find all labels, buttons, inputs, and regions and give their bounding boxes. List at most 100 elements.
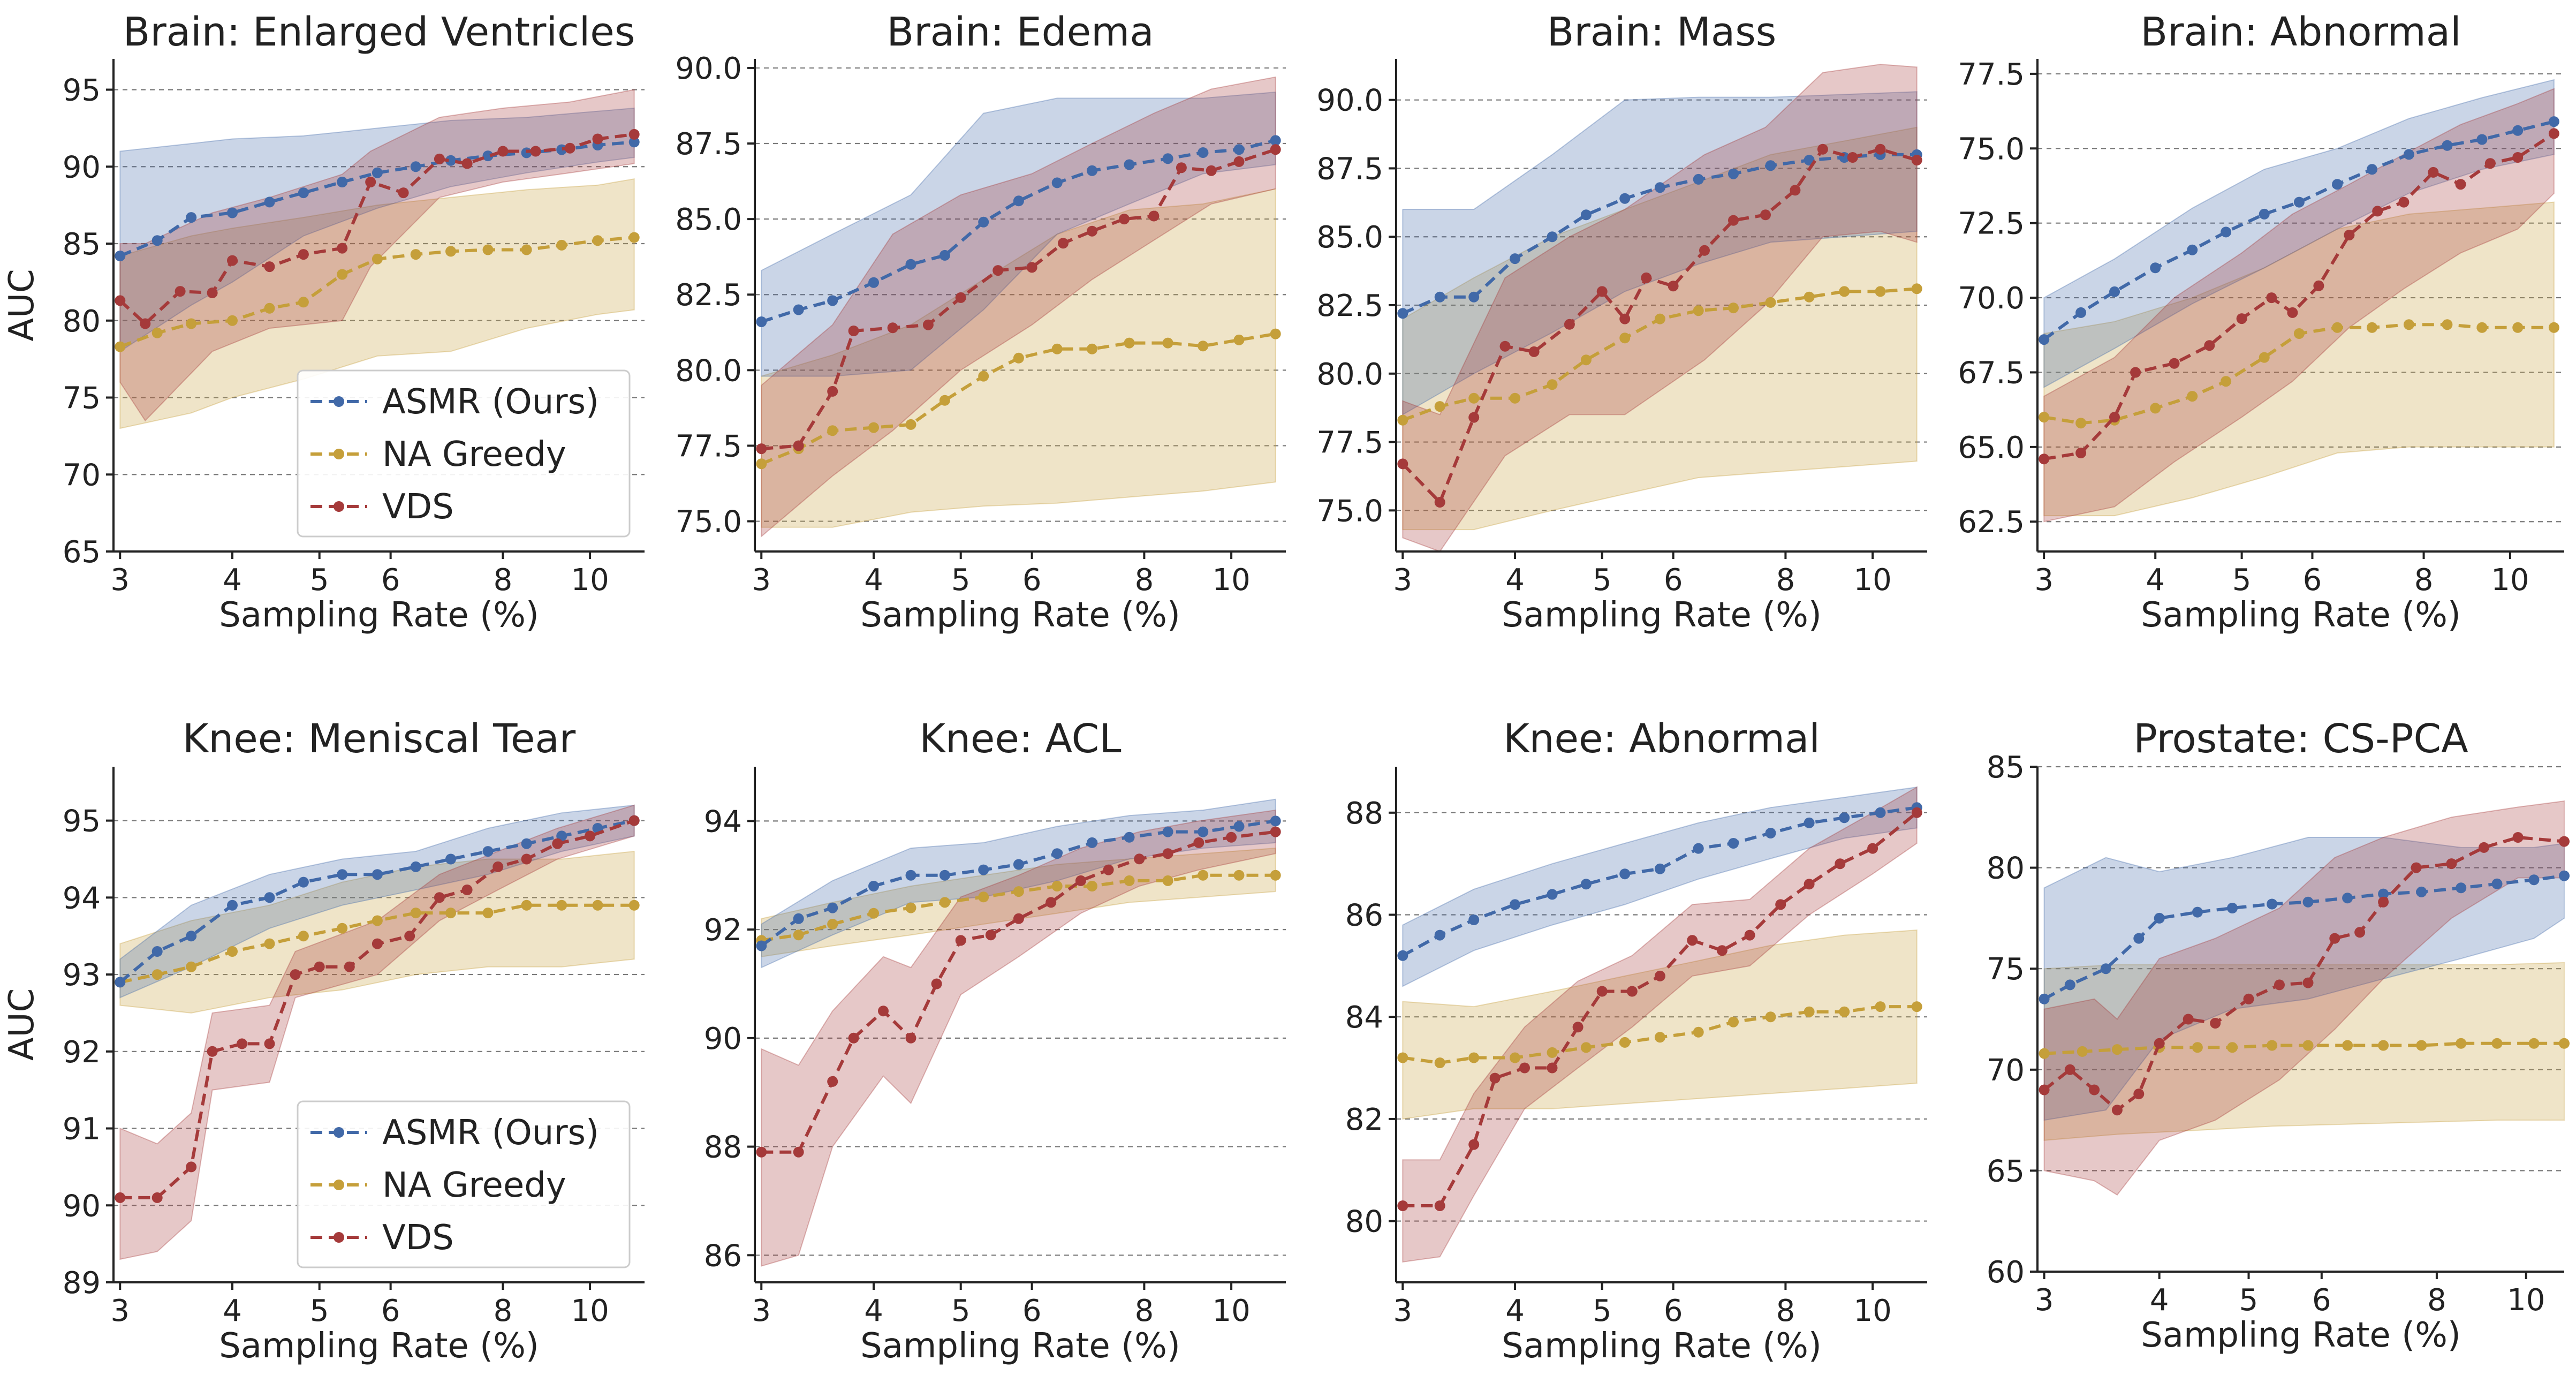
data-point [445,246,456,257]
legend-marker [334,501,344,512]
confidence-band [1402,929,1918,1120]
data-point [2267,898,2278,910]
series-line [2043,874,2565,1001]
data-point [2528,1038,2540,1049]
data-point [1087,343,1097,354]
confidence-band [119,804,635,1260]
data-point [404,931,415,942]
data-point [1626,986,1638,997]
data-point [2039,1084,2050,1095]
data-point [1058,238,1069,249]
data-point [2109,286,2120,297]
data-point [372,869,383,880]
chart-title: Brain: Enlarged Ventricles [123,9,635,55]
y-tick-label: 95 [63,73,101,108]
data-point [298,931,309,942]
confidence-band [2043,962,2565,1141]
data-point [1839,286,1850,297]
data-point [585,830,596,842]
x-axis-label: Sampling Rate (%) [2141,1316,2461,1355]
data-point [1572,1022,1584,1033]
y-tick-label: 70.0 [1958,281,2025,316]
x-axis-label: Sampling Rate (%) [860,595,1180,635]
x-tick-label: 5 [310,1294,329,1328]
data-point [1847,152,1858,163]
data-point [337,243,348,254]
data-point [298,876,309,888]
data-point [1162,848,1173,859]
x-axis-label: Sampling Rate (%) [860,1326,1180,1366]
y-tick-label: 75.0 [1958,132,2025,167]
data-point [1867,843,1878,854]
data-point [1468,915,1480,925]
data-point [1434,929,1445,941]
data-point [1547,231,1558,243]
x-tick-label: 6 [2312,1283,2331,1318]
data-point [1519,1062,1530,1074]
data-point [1489,1072,1501,1084]
x-tick-label: 10 [1853,563,1891,598]
chart-panel-5: 89 90 91 92 93 94 95 3 4 5 6 8 10 Knee: Meniscal Tear… [2,716,645,1366]
y-tick-label: 90.0 [675,51,742,86]
data-point [186,212,197,223]
data-point [237,1038,247,1049]
data-point [1911,1001,1922,1012]
data-point [1641,272,1652,283]
data-point [1198,870,1209,881]
y-tick-label: 87.5 [1316,152,1383,186]
data-point [1654,1032,1665,1043]
legend-label: VDS [382,1218,454,1258]
data-point [2039,1048,2050,1059]
data-point [793,1146,804,1158]
data-point [1087,837,1097,848]
data-point [1397,1200,1408,1211]
data-point [2111,1105,2123,1116]
x-tick-label: 4 [1505,563,1525,598]
data-point [1911,155,1922,166]
data-point [1270,826,1281,837]
data-point [115,295,126,306]
data-point [1468,1139,1480,1150]
data-point [2077,1046,2088,1057]
legend-label: ASMR (Ours) [382,1113,599,1153]
y-tick-label: 75 [1987,952,2025,987]
legend: ASMR (Ours) NA Greedy VDS [297,369,631,538]
data-point [1124,337,1135,349]
data-point [1270,815,1281,827]
y-tick-label: 60 [1987,1255,2025,1290]
data-point [2456,882,2467,894]
data-point [2479,842,2489,853]
data-point [175,286,186,297]
data-point [140,318,151,329]
series-line [120,819,635,1199]
data-point [2342,1040,2353,1051]
data-point [2267,1040,2278,1051]
data-point [931,978,942,989]
x-tick-label: 3 [752,1294,771,1328]
data-point [827,425,838,436]
data-point [1654,863,1665,874]
data-point [1087,165,1097,176]
data-point [978,864,989,875]
data-point [905,1032,916,1044]
data-point [1765,828,1776,838]
data-point [2378,888,2389,900]
y-tick-label: 82.5 [675,278,742,313]
data-point [445,155,456,166]
data-point [1654,182,1665,193]
y-axis-label: AUC [2,988,42,1061]
y-tick-label: 92 [63,1035,101,1070]
data-point [2403,149,2414,160]
confidence-band [761,848,1276,957]
data-point [1911,283,1922,294]
data-point [337,269,348,280]
data-point [298,187,309,199]
data-point [264,892,275,903]
data-point [151,946,163,957]
series-line [1401,147,1918,505]
data-point [2512,152,2524,163]
y-tick-label: 86 [1345,898,1383,933]
data-point [2455,179,2466,190]
data-point [115,251,126,261]
chart-title: Knee: Abnormal [1503,716,1820,762]
